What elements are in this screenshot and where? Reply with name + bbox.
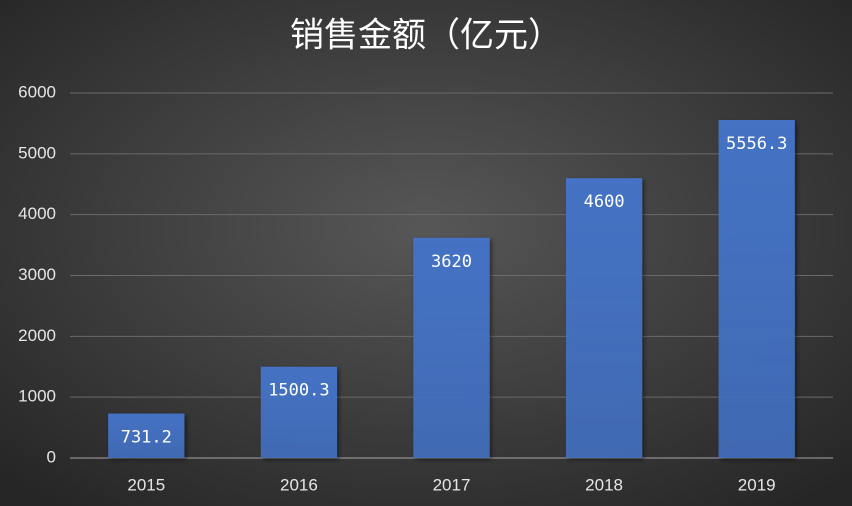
- y-tick-label: 4000: [18, 204, 56, 223]
- bar: [565, 178, 643, 458]
- bar: [718, 119, 795, 458]
- bar: [260, 366, 338, 458]
- y-tick-label: 5000: [18, 143, 56, 162]
- x-tick-label: 2018: [585, 475, 623, 494]
- value-label: 1500.3: [268, 381, 329, 401]
- bar: [108, 413, 185, 458]
- value-label: 3620: [431, 252, 472, 272]
- y-tick-label: 2000: [18, 326, 56, 345]
- value-label: 5556.3: [726, 134, 787, 154]
- value-label: 731.2: [121, 428, 172, 448]
- value-label: 4600: [584, 192, 625, 212]
- chart-title: 销售金额（亿元）: [290, 16, 562, 56]
- y-tick-label: 6000: [18, 82, 56, 101]
- y-tick-label: 3000: [18, 265, 56, 284]
- y-tick-label: 1000: [18, 387, 56, 406]
- x-tick-label: 2017: [433, 475, 471, 494]
- x-tick-label: 2015: [127, 475, 165, 494]
- bar: [413, 237, 490, 458]
- x-tick-label: 2016: [280, 475, 318, 494]
- y-tick-label: 0: [47, 447, 56, 466]
- x-tick-label: 2019: [738, 475, 776, 494]
